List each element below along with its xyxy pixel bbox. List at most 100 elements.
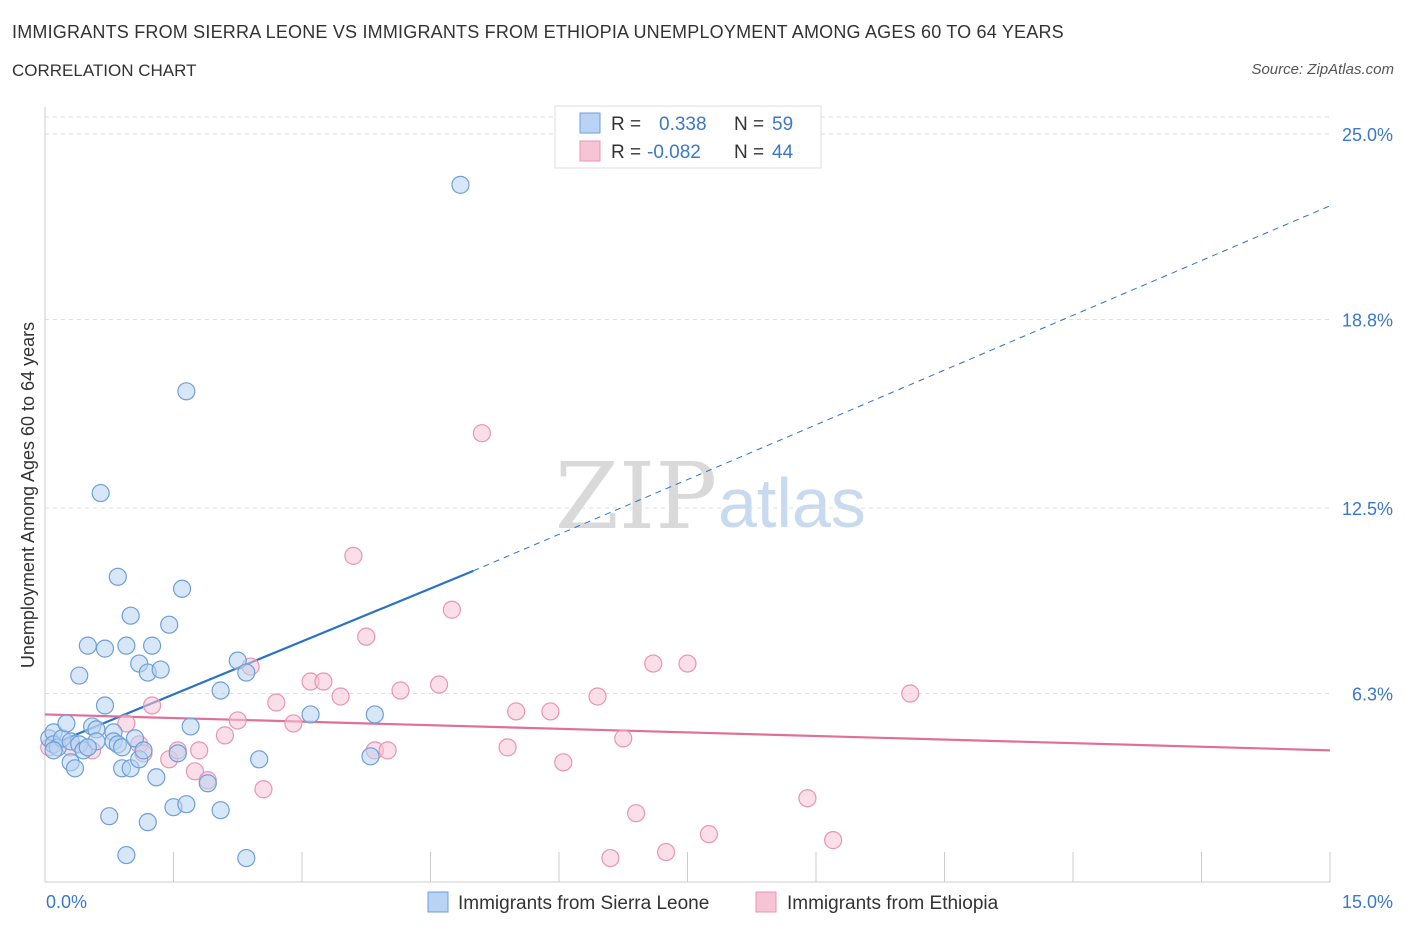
point-ethiopia-40 [798,789,817,808]
point-sierra-leone-43 [177,795,196,814]
point-ethiopia-26 [442,600,462,619]
point-sierra-leone-37 [147,768,166,787]
point-ethiopia-34 [614,729,633,748]
point-ethiopia-30 [541,702,560,721]
point-ethiopia-29 [507,702,526,721]
trend-line-sierra-leone [44,569,474,749]
correlation-legend: R = 0.338 N = 59 R = -0.082 N = 44 [554,105,822,169]
data-points [40,175,920,868]
y-tick-label-0: 6.3% [1352,685,1393,705]
point-sierra-leone-27 [117,845,136,865]
bottom-legend-swatch-sierra-leone [427,891,449,913]
y-tick-label-1: 12.5% [1342,499,1393,519]
series-legend: Immigrants from Sierra Leone Immigrants … [427,891,999,914]
point-sierra-leone-47 [211,801,230,820]
point-ethiopia-6 [142,696,162,715]
point-ethiopia-36 [644,654,663,673]
source-credit: Source: ZipAtlas.com [1251,61,1394,78]
watermark-atlas: atlas [718,464,866,542]
bottom-legend-swatch-ethiopia [755,891,777,913]
point-sierra-leone-44 [181,717,200,736]
legend-r-value-1: 0.338 [659,114,707,135]
legend-swatch-sierra-leone [579,112,601,134]
point-ethiopia-21 [357,627,376,646]
legend-n-label-1: N = [734,114,764,135]
point-sierra-leone-25 [112,738,132,757]
point-sierra-leone-56 [451,175,470,194]
point-ethiopia-33 [601,848,620,868]
trend-lines [44,205,1331,752]
legend-r-label-2: R = [611,142,641,163]
point-sierra-leone-33 [134,741,153,760]
point-sierra-leone-54 [361,747,380,766]
point-ethiopia-12 [228,711,247,730]
point-ethiopia-32 [588,687,607,706]
point-sierra-leone-55 [365,705,384,724]
y-axis-label: Unemployment Among Ages 60 to 64 years [18,322,38,668]
bottom-legend-label-ethiopia: Immigrants from Ethiopia [787,893,999,914]
point-sierra-leone-50 [237,663,256,682]
point-sierra-leone-45 [177,382,196,401]
point-sierra-leone-17 [95,696,115,715]
point-ethiopia-9 [185,762,205,781]
point-ethiopia-16 [284,714,303,733]
trend-line-ethiopia [44,713,1331,752]
point-sierra-leone-42 [172,579,192,598]
point-ethiopia-41 [824,831,843,850]
point-ethiopia-19 [331,687,350,706]
bottom-legend-label-sierra-leone: Immigrants from Sierra Leone [458,893,709,914]
x-tick-label-0: 0.0% [46,892,87,912]
point-sierra-leone-22 [108,567,127,586]
point-sierra-leone-41 [168,744,187,763]
point-sierra-leone-52 [250,750,269,769]
point-sierra-leone-18 [95,639,115,658]
point-sierra-leone-46 [198,774,217,793]
point-ethiopia-42 [901,684,920,703]
point-sierra-leone-5 [57,714,76,733]
legend-r-label-1: R = [611,114,641,135]
point-ethiopia-23 [378,741,397,760]
point-sierra-leone-12 [78,636,97,655]
point-sierra-leone-19 [100,807,119,826]
point-ethiopia-11 [215,726,234,745]
point-ethiopia-35 [626,804,646,823]
point-ethiopia-43 [190,741,209,760]
point-sierra-leone-26 [117,636,136,655]
point-sierra-leone-10 [70,666,89,685]
point-ethiopia-31 [554,753,573,772]
axes [44,107,1331,883]
legend-n-value-1: 59 [772,114,793,135]
trend-line-sierra-leone-extension [473,205,1331,572]
point-sierra-leone-57 [44,741,63,760]
point-ethiopia-38 [678,654,697,673]
point-ethiopia-24 [391,681,410,700]
point-ethiopia-3 [117,714,136,733]
point-sierra-leone-48 [211,681,230,700]
point-ethiopia-28 [498,738,517,757]
point-sierra-leone-58 [78,738,97,757]
point-sierra-leone-28 [121,606,140,625]
point-sierra-leone-38 [151,660,170,679]
point-sierra-leone-16 [91,483,110,503]
legend-swatch-ethiopia [579,140,601,162]
point-sierra-leone-39 [160,615,179,634]
point-ethiopia-39 [699,825,719,844]
y-tick-label-2: 18.8% [1342,311,1393,331]
point-ethiopia-27 [472,424,491,443]
point-ethiopia-14 [254,780,273,799]
watermark-zip: ZIP [555,443,717,550]
point-ethiopia-25 [429,675,449,694]
point-ethiopia-20 [344,546,363,565]
point-ethiopia-18 [314,672,333,691]
legend-n-value-2: 44 [772,142,794,163]
point-ethiopia-15 [267,693,286,712]
y-tick-label-3: 25.0% [1342,125,1393,145]
point-sierra-leone-8 [65,759,85,778]
x-tick-label-1: 15.0% [1342,892,1393,912]
point-ethiopia-37 [656,842,676,862]
point-sierra-leone-36 [142,636,162,655]
point-sierra-leone-34 [138,813,157,832]
chart-title: IMMIGRANTS FROM SIERRA LEONE VS IMMIGRAN… [12,22,1064,42]
point-sierra-leone-51 [237,848,256,868]
